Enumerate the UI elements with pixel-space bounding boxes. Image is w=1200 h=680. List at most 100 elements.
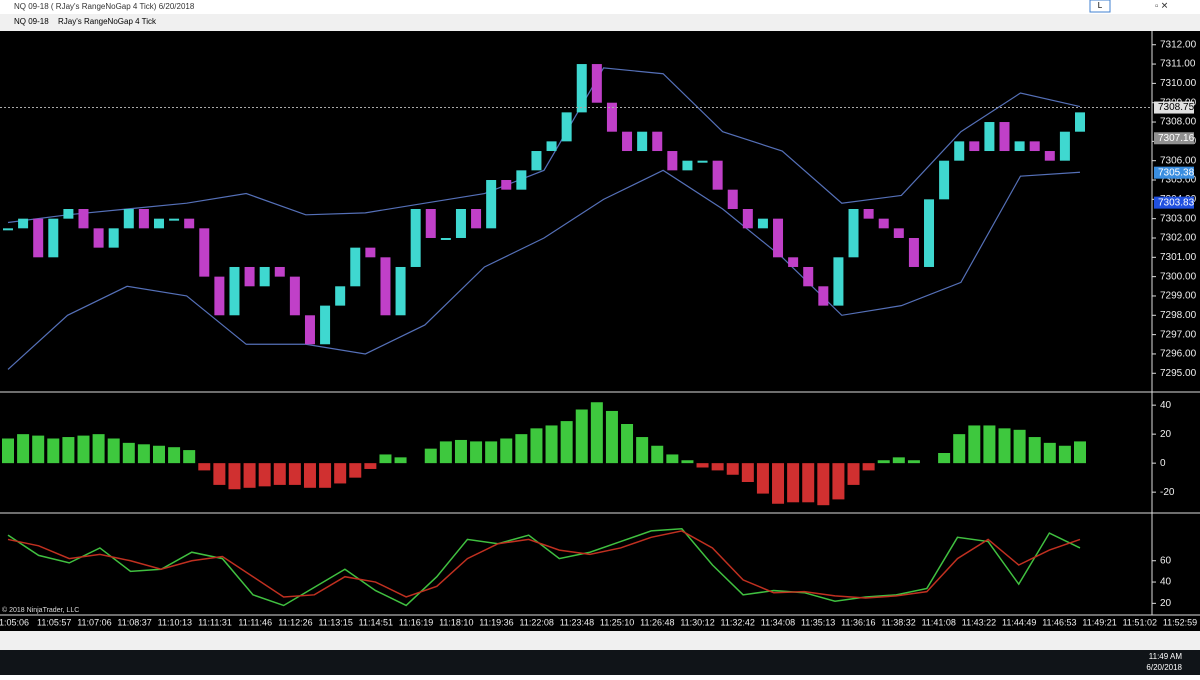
histogram-bar [726, 463, 739, 475]
histogram-bar [470, 441, 483, 464]
histogram-bar [711, 463, 724, 471]
price-label-box [1154, 132, 1194, 145]
histogram-bar [364, 463, 377, 469]
window-button[interactable] [1089, 0, 1111, 13]
candle [818, 286, 829, 306]
taskbar [0, 650, 1200, 675]
histogram-bar [651, 445, 664, 464]
candle [229, 266, 240, 316]
candle [637, 131, 648, 152]
histogram-bar [636, 437, 649, 464]
candle [908, 237, 919, 267]
candle [425, 209, 436, 238]
histogram-bar [379, 454, 392, 464]
candle [320, 305, 331, 345]
histogram-bar [590, 402, 603, 464]
histogram-bar [756, 463, 769, 494]
candle [652, 131, 663, 152]
x-tick-label: 11:32:42 [721, 617, 755, 627]
candle [138, 209, 149, 229]
y-tick-label: 40 [1160, 577, 1172, 588]
candle [455, 209, 466, 238]
candle [924, 199, 935, 267]
y-tick-label: 7311.00 [1160, 59, 1196, 70]
histogram-bar [938, 453, 951, 464]
y-tick-label: 7305.00 [1160, 175, 1197, 186]
x-tick-label: 11:46:53 [1042, 617, 1076, 627]
candle [803, 266, 814, 287]
histogram-bar [998, 428, 1011, 464]
histogram-bar [545, 425, 558, 464]
y-tick-label: 60 [1160, 555, 1172, 566]
price-label-box [1154, 196, 1194, 209]
histogram-bar [32, 435, 45, 464]
period[interactable]: RJay's RangeNoGap 4 Tick [58, 17, 157, 26]
y-tick-label: 7303.00 [1160, 213, 1197, 224]
candle [380, 257, 391, 316]
x-tick-label: 11:12:26 [278, 617, 312, 627]
candle [350, 247, 361, 287]
y-tick-label: 0 [1160, 458, 1166, 469]
histogram-bar [1074, 441, 1086, 464]
candle [410, 209, 421, 267]
histogram-bar [787, 463, 800, 503]
candle [788, 257, 799, 267]
x-tick-label: 11:16:19 [399, 617, 433, 627]
candle [1014, 141, 1025, 152]
x-tick-label: 11:43:22 [962, 617, 996, 627]
window-button-label[interactable]: L [1098, 1, 1103, 10]
x-tick-label: 11:41:08 [922, 617, 956, 627]
histogram-bar [802, 463, 815, 503]
histogram-bar [303, 463, 316, 488]
candle [833, 257, 844, 306]
x-tick-label: 11:11:31 [198, 617, 232, 627]
candle [48, 218, 59, 258]
x-tick-label: 11:05:57 [37, 617, 71, 627]
candle [622, 131, 633, 152]
price-label: 7305.38 [1158, 167, 1195, 178]
candle [893, 228, 904, 238]
histogram-bar [47, 438, 60, 464]
y-tick-label: 7296.00 [1160, 349, 1197, 360]
chart-area [0, 31, 1200, 631]
candle [1075, 112, 1085, 132]
x-tick-label: 11:36:16 [841, 617, 875, 627]
candle [848, 209, 859, 258]
histogram-bar [983, 425, 996, 464]
x-tick-label: 11:25:10 [600, 617, 634, 627]
candle [1059, 131, 1070, 161]
candle [1029, 141, 1040, 152]
histogram-bar [243, 463, 256, 488]
histogram-bar [122, 442, 135, 464]
x-tick-label: 1:05:06 [0, 617, 29, 627]
candle [3, 228, 13, 231]
histogram-bar [696, 463, 709, 468]
candle [546, 141, 557, 152]
candle [727, 189, 738, 209]
histogram-bar [1043, 442, 1056, 464]
candle [440, 237, 451, 240]
bollinger-band [7, 169, 1081, 370]
price-label: 7308.75 [1158, 102, 1195, 113]
y-tick-label: 7312.00 [1160, 39, 1197, 50]
histogram-bar [17, 434, 30, 464]
candle [984, 122, 995, 152]
scrollbar[interactable] [0, 631, 1200, 650]
histogram-bar [183, 450, 196, 464]
y-tick-label: 7306.00 [1160, 155, 1197, 166]
y-tick-label: 7298.00 [1160, 310, 1197, 321]
x-tick-label: 11:38:32 [881, 617, 915, 627]
candle [244, 266, 255, 287]
window-controls[interactable]: ▫ ✕ [1155, 0, 1168, 10]
y-tick-label: 7310.00 [1160, 78, 1197, 89]
instrument[interactable]: NQ 09-18 [14, 17, 49, 26]
clock-time: 11:49 AM [1149, 652, 1183, 661]
y-tick-label: 7299.00 [1160, 291, 1197, 302]
histogram-bar [107, 438, 120, 464]
x-tick-label: 11:19:36 [479, 617, 513, 627]
histogram-bar [953, 434, 966, 464]
price-label: 7303.83 [1158, 197, 1195, 208]
histogram-bar [681, 460, 694, 464]
candle [576, 64, 587, 113]
